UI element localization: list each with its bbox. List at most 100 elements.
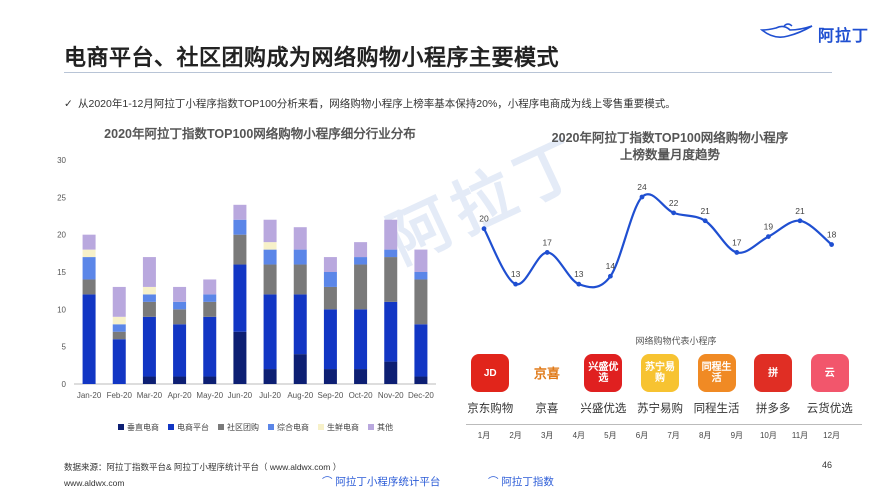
- bar-segment: [354, 264, 368, 310]
- bar-segment: [173, 301, 187, 310]
- bar-segment: [173, 309, 187, 325]
- page-number: 46: [822, 460, 833, 470]
- bar-segment: [142, 376, 156, 384]
- app-yunhuo[interactable]: 云云货优选: [804, 354, 856, 416]
- data-label: 22: [669, 198, 679, 208]
- bar-segment: [384, 301, 398, 362]
- bar-segment: [414, 272, 428, 280]
- data-label: 13: [511, 269, 521, 279]
- legend-item: 电商平台: [168, 422, 209, 433]
- line-chart-title-line1: 2020年阿拉丁指数TOP100网络购物小程序: [551, 131, 789, 145]
- xingsheng-icon: 兴盛优选: [584, 354, 623, 392]
- bar-segment: [82, 249, 96, 258]
- bar-segment: [203, 279, 217, 295]
- legend-item: 其他: [368, 422, 393, 433]
- legend-label: 垂直电商: [127, 423, 159, 432]
- bar-segment: [263, 219, 277, 243]
- y-tick-label: 30: [57, 156, 66, 165]
- check-icon: ✓: [64, 98, 73, 110]
- bar-segment: [112, 339, 126, 384]
- apps-section-label: 网络购物代表小程序: [635, 336, 717, 346]
- month-label: 11月: [792, 431, 808, 440]
- trend-line: [483, 193, 833, 289]
- app-xingsheng[interactable]: 兴盛优选 兴盛优选: [577, 354, 629, 416]
- app-pinduoduo[interactable]: 拼拼多多: [747, 354, 799, 416]
- month-label: 12月: [823, 431, 840, 440]
- bar-chart-title: 2020年阿拉丁指数TOP100网络购物小程序细分行业分布: [104, 127, 416, 141]
- y-tick-label: 5: [62, 343, 67, 352]
- legend-swatch: [168, 424, 174, 430]
- legend-swatch: [268, 424, 274, 430]
- app-tongcheng[interactable]: 同程生活 同程生活: [691, 354, 743, 416]
- footer-brand-index-label: 阿拉丁指数: [501, 476, 554, 488]
- brand-name: 阿拉丁: [818, 28, 870, 45]
- bar-segment: [323, 369, 337, 384]
- x-tick-label: Jun-20: [228, 391, 253, 400]
- bar-segment: [142, 294, 156, 302]
- data-point: [797, 218, 803, 224]
- month-label: 4月: [573, 431, 585, 440]
- data-point: [702, 218, 708, 224]
- data-point: [734, 250, 740, 255]
- page-title: 电商平台、社区团购成为网络购物小程序主要模式: [64, 45, 560, 70]
- app-name: 京东购物: [467, 403, 514, 415]
- bar-segment: [142, 301, 156, 317]
- bar-segment: [323, 257, 337, 272]
- legend-label: 综合电商: [277, 423, 309, 432]
- month-label: 1月: [478, 431, 490, 440]
- app-jd[interactable]: JD 京东购物: [464, 354, 516, 416]
- app-name: 京喜: [535, 403, 559, 415]
- bar-segment: [354, 369, 368, 384]
- month-label: 7月: [667, 431, 679, 440]
- bar-segment: [203, 301, 217, 317]
- site-url[interactable]: www.aldwx.com: [64, 478, 125, 488]
- data-point: [608, 273, 613, 279]
- summary-text: 从2020年1-12月阿拉丁小程序指数TOP100分析来看，网络购物小程序上榜率…: [78, 98, 676, 110]
- bar-segment: [203, 376, 217, 384]
- month-axis-line: [466, 424, 862, 425]
- bar-segment: [384, 361, 398, 384]
- app-name: 兴盛优选: [580, 403, 627, 415]
- legend-swatch: [318, 424, 324, 430]
- app-suning[interactable]: 苏宁易购 苏宁易购: [634, 354, 686, 416]
- footer-brand-index: ⌒ 阿拉丁指数: [488, 474, 554, 489]
- title-divider: [64, 72, 832, 73]
- bar-segment: [323, 309, 337, 370]
- bar-segment: [233, 234, 247, 265]
- bar-segment: [112, 331, 126, 340]
- bar-segment: [384, 257, 398, 302]
- bar-segment: [384, 219, 398, 250]
- line-chart-title: 2020年阿拉丁指数TOP100网络购物小程序 上榜数量月度趋势: [500, 130, 840, 164]
- app-name: 云货优选: [806, 403, 853, 415]
- bar-chart-legend: 垂直电商 电商平台 社区团购 综合电商 生鲜电商 其他: [118, 422, 402, 433]
- app-name: 苏宁易购: [637, 403, 683, 415]
- y-tick-label: 0: [62, 380, 67, 389]
- bar-segment: [82, 294, 96, 384]
- bar-segment: [384, 249, 398, 258]
- lamp-icon: ⌒: [322, 476, 336, 488]
- x-tick-label: Jul-20: [259, 391, 281, 400]
- bar-segment: [203, 316, 217, 377]
- month-label: 10月: [760, 431, 777, 440]
- bar-segment: [414, 376, 428, 384]
- data-point: [576, 281, 582, 287]
- bar-segment: [263, 294, 277, 370]
- data-point: [481, 226, 487, 232]
- bar-segment: [414, 279, 428, 325]
- bar-segment: [142, 286, 156, 295]
- line-chart-title-line2: 上榜数量月度趋势: [619, 148, 720, 162]
- x-tick-label: Feb-20: [107, 391, 133, 400]
- month-label: 6月: [636, 431, 648, 440]
- app-jingxi[interactable]: 京喜 京喜: [521, 354, 573, 416]
- bar-segment: [112, 286, 126, 317]
- y-tick-label: 15: [57, 268, 66, 277]
- y-tick-label: 25: [57, 193, 66, 202]
- x-tick-label: Nov-20: [378, 391, 404, 400]
- yunhuo-icon: 云: [810, 354, 849, 392]
- legend-label: 电商平台: [177, 423, 209, 432]
- tongcheng-icon: 同程生活: [697, 354, 736, 392]
- bar-segment: [203, 294, 217, 302]
- bar-segment: [293, 354, 307, 384]
- bar-segment: [142, 257, 156, 287]
- x-tick-label: Oct-20: [349, 391, 374, 400]
